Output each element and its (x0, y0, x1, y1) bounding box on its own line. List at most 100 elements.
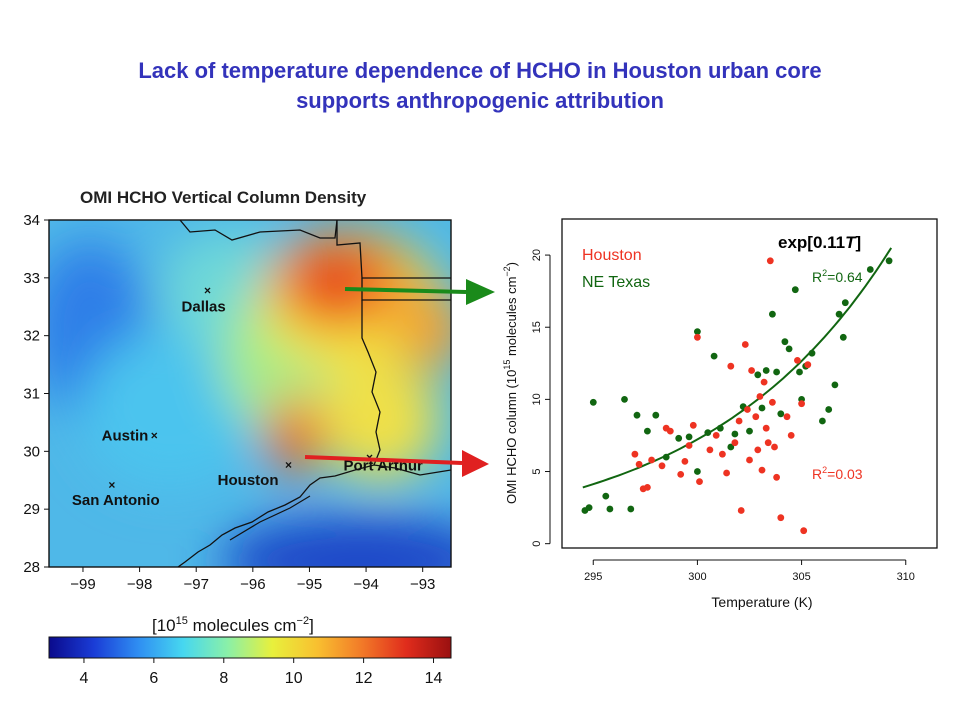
houston-point (800, 527, 808, 535)
colorbar-tick-label: 12 (355, 670, 373, 687)
houston-point (744, 406, 751, 413)
legend-ne-texas: NE Texas (582, 274, 650, 291)
blob-central-cyan (80, 330, 260, 490)
arrow-ne-texas (344, 287, 467, 294)
ne-texas-point (769, 310, 776, 318)
colorbar-tick-label: 14 (425, 670, 443, 687)
blob-south-blue (220, 515, 451, 567)
scatter-points (581, 257, 893, 535)
gulf-coastline (177, 464, 451, 567)
houston-point (794, 357, 801, 364)
houston-point (804, 361, 812, 369)
ne-texas-point (606, 505, 614, 513)
houston-point (764, 439, 772, 447)
map-y-tick-label: 33 (23, 270, 40, 287)
ne-texas-point (831, 381, 839, 389)
exponential-fit-curve (582, 247, 893, 489)
ne-texas-point (808, 349, 816, 357)
map-x-tick-label: −93 (410, 576, 435, 593)
blob-red-houston (274, 430, 310, 466)
houston-point (783, 413, 791, 421)
houston-point (631, 450, 639, 458)
map-x-tick-label: −95 (297, 576, 322, 593)
houston-point (694, 333, 701, 341)
houston-point (766, 257, 774, 265)
barrier-island (229, 495, 311, 541)
scatter-ylabel: OMI HCHO column (1015 molecules cm−2) (502, 262, 519, 504)
ne-texas-point (727, 443, 735, 451)
ne-texas-point (825, 406, 833, 413)
houston-point (712, 432, 720, 439)
houston-point (689, 421, 697, 429)
scatter-x-tick-label: 305 (792, 571, 810, 583)
houston-point (635, 460, 643, 468)
ne-texas-point (841, 299, 849, 307)
slide-title-line2: supports anthropogenic attribution (296, 88, 664, 113)
ne-texas-point (773, 368, 780, 376)
ne-texas-point (866, 266, 874, 273)
colorbar (48, 636, 452, 659)
ne-texas-point (704, 429, 712, 436)
ne-texas-point (758, 404, 766, 412)
blob-red-ne (295, 255, 375, 315)
arrow-ne-texas-head (466, 279, 495, 305)
houston-point (644, 484, 651, 491)
houston-point (706, 446, 714, 454)
ne-texas-point (710, 352, 718, 360)
ne-texas-point (777, 410, 785, 418)
map-x-tick-label: −94 (353, 576, 378, 593)
ne-texas-point (885, 257, 893, 265)
ne-texas-point (644, 427, 651, 435)
ne-texas-point (781, 338, 789, 346)
colorbar-label: [1015 molecules cm−2] (152, 615, 314, 635)
ne-texas-point (762, 367, 770, 374)
ne-texas-point (585, 504, 593, 511)
houston-point (719, 450, 726, 458)
scatter-frame (561, 218, 938, 549)
scatter-y-tick-label: 20 (531, 249, 543, 261)
city-marker: × (204, 284, 211, 298)
houston-point (677, 471, 685, 478)
map-axis-ticks: −99 −98 −97 −96 −95 −94 −93 34 33 32 31 30 29 28 (23, 212, 435, 593)
houston-point (666, 427, 674, 435)
scatter-y-tick-label: 10 (531, 393, 543, 405)
houston-point (648, 456, 655, 464)
houston-point (681, 458, 689, 465)
ne-texas-point (791, 286, 799, 294)
map-x-tick-label: −97 (183, 576, 208, 593)
scatter-x-tick-label: 295 (584, 571, 602, 583)
ne-texas-point (839, 333, 847, 341)
scatter-y-tick-label: 15 (531, 321, 543, 333)
ne-texas-point (675, 434, 683, 442)
houston-point (731, 439, 739, 447)
ne-texas-point (731, 430, 739, 438)
texas-border-north (179, 220, 338, 241)
slide-title-line1: Lack of temperature dependence of HCHO i… (138, 58, 822, 83)
r2-houston: R2=0.03 (812, 465, 863, 482)
map-y-tick-label: 29 (23, 501, 40, 518)
houston-point (760, 378, 768, 386)
city-marker: × (108, 478, 115, 492)
city-marker: × (151, 429, 158, 443)
fit-label: exp[0.11T] (778, 233, 861, 252)
scatter-xlabel: Temperature (K) (711, 594, 812, 610)
map-y-tick-label: 32 (23, 328, 40, 345)
colorbar-tick-label: 10 (285, 670, 303, 687)
houston-point (748, 367, 755, 374)
scatter-x-tick-label: 310 (897, 571, 915, 583)
arrow-houston-head (462, 450, 489, 477)
ne-texas-point (627, 505, 635, 513)
ne-texas-point (754, 371, 762, 379)
colorbar-tick-label: 8 (219, 670, 228, 687)
city-label: Dallas (182, 299, 226, 316)
houston-point (787, 432, 795, 439)
ne-texas-point (621, 396, 628, 403)
slide-title: Lack of temperature dependence of HCHO i… (0, 56, 960, 116)
houston-point (685, 442, 693, 449)
houston-point (741, 341, 749, 348)
blob-yellow-se (320, 360, 440, 480)
ne-texas-point (652, 411, 660, 419)
houston-point (762, 424, 770, 432)
map-y-tick-label: 31 (23, 386, 40, 403)
